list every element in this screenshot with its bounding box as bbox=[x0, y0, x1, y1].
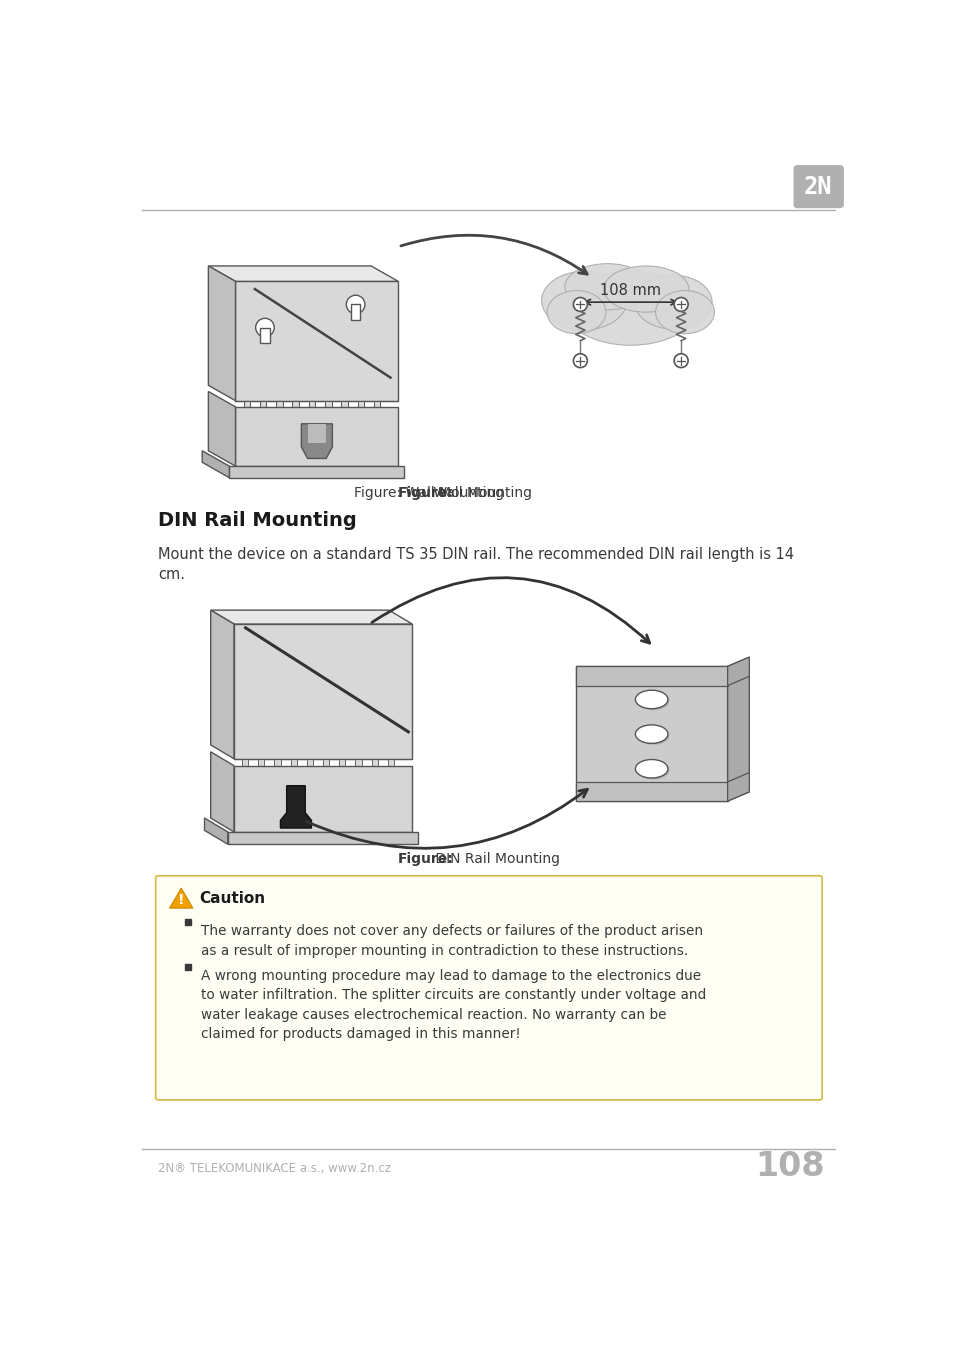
Polygon shape bbox=[351, 305, 360, 320]
Ellipse shape bbox=[637, 691, 669, 710]
Polygon shape bbox=[576, 667, 727, 801]
Text: 2N: 2N bbox=[803, 174, 832, 198]
Polygon shape bbox=[208, 266, 235, 401]
Ellipse shape bbox=[655, 290, 714, 333]
Polygon shape bbox=[291, 759, 296, 765]
Ellipse shape bbox=[564, 263, 649, 310]
Circle shape bbox=[674, 354, 687, 367]
Text: Wall Mounting: Wall Mounting bbox=[429, 486, 532, 500]
Polygon shape bbox=[208, 392, 235, 466]
Polygon shape bbox=[323, 759, 329, 765]
Text: Figure:: Figure: bbox=[397, 852, 454, 865]
Polygon shape bbox=[260, 328, 270, 343]
Polygon shape bbox=[293, 401, 298, 406]
Polygon shape bbox=[301, 424, 332, 459]
Text: Mount the device on a standard TS 35 DIN rail. The recommended DIN rail length i: Mount the device on a standard TS 35 DIN… bbox=[158, 547, 793, 582]
Polygon shape bbox=[228, 832, 418, 844]
Ellipse shape bbox=[564, 271, 696, 346]
Polygon shape bbox=[727, 772, 748, 801]
Polygon shape bbox=[355, 759, 361, 765]
Text: Figure: Wall Mounting: Figure: Wall Mounting bbox=[354, 486, 504, 500]
Text: A wrong mounting procedure may lead to damage to the electronics due
to water in: A wrong mounting procedure may lead to d… bbox=[200, 969, 705, 1041]
Circle shape bbox=[674, 297, 687, 312]
Polygon shape bbox=[243, 401, 250, 406]
Text: 108: 108 bbox=[754, 1150, 823, 1184]
Polygon shape bbox=[374, 401, 380, 406]
Polygon shape bbox=[307, 759, 313, 765]
Text: 108 mm: 108 mm bbox=[599, 282, 660, 297]
Polygon shape bbox=[388, 759, 394, 765]
Polygon shape bbox=[258, 759, 264, 765]
Ellipse shape bbox=[603, 266, 688, 312]
Polygon shape bbox=[276, 401, 282, 406]
Ellipse shape bbox=[637, 726, 669, 745]
Polygon shape bbox=[202, 451, 229, 478]
Polygon shape bbox=[242, 759, 248, 765]
Text: Caution: Caution bbox=[199, 891, 265, 906]
Ellipse shape bbox=[635, 760, 667, 778]
Ellipse shape bbox=[546, 290, 605, 333]
Polygon shape bbox=[259, 401, 266, 406]
Polygon shape bbox=[307, 424, 326, 443]
Polygon shape bbox=[233, 765, 412, 832]
Ellipse shape bbox=[541, 271, 626, 329]
Text: 2N® TELEKOMUNIKACE a.s., www.2n.cz: 2N® TELEKOMUNIKACE a.s., www.2n.cz bbox=[158, 1162, 391, 1174]
Polygon shape bbox=[339, 759, 345, 765]
Ellipse shape bbox=[637, 761, 669, 779]
Polygon shape bbox=[170, 888, 193, 909]
Circle shape bbox=[346, 296, 365, 313]
Text: Figure:: Figure: bbox=[397, 486, 454, 500]
Polygon shape bbox=[211, 610, 412, 624]
Polygon shape bbox=[341, 401, 348, 406]
Text: !: ! bbox=[178, 894, 184, 907]
Circle shape bbox=[573, 354, 587, 367]
Polygon shape bbox=[727, 657, 748, 686]
Polygon shape bbox=[309, 401, 314, 406]
Polygon shape bbox=[208, 266, 397, 281]
Polygon shape bbox=[576, 782, 727, 801]
FancyBboxPatch shape bbox=[793, 165, 843, 208]
Polygon shape bbox=[372, 759, 377, 765]
Polygon shape bbox=[357, 401, 364, 406]
Polygon shape bbox=[204, 818, 228, 844]
Ellipse shape bbox=[635, 690, 667, 709]
Polygon shape bbox=[229, 466, 404, 478]
Polygon shape bbox=[233, 624, 412, 759]
Polygon shape bbox=[280, 786, 311, 828]
FancyBboxPatch shape bbox=[155, 876, 821, 1100]
Text: The warranty does not cover any defects or failures of the product arisen
as a r: The warranty does not cover any defects … bbox=[200, 925, 702, 957]
Text: DIN Rail Mounting: DIN Rail Mounting bbox=[158, 510, 356, 529]
Ellipse shape bbox=[635, 725, 667, 744]
Polygon shape bbox=[274, 759, 280, 765]
Ellipse shape bbox=[634, 275, 711, 329]
Circle shape bbox=[573, 297, 587, 312]
Polygon shape bbox=[235, 406, 397, 466]
Polygon shape bbox=[211, 752, 233, 832]
Text: DIN Rail Mounting: DIN Rail Mounting bbox=[431, 852, 559, 865]
Polygon shape bbox=[235, 281, 397, 401]
Polygon shape bbox=[727, 657, 748, 801]
Polygon shape bbox=[576, 667, 727, 686]
Polygon shape bbox=[325, 401, 332, 406]
Polygon shape bbox=[211, 610, 233, 759]
Circle shape bbox=[255, 319, 274, 336]
